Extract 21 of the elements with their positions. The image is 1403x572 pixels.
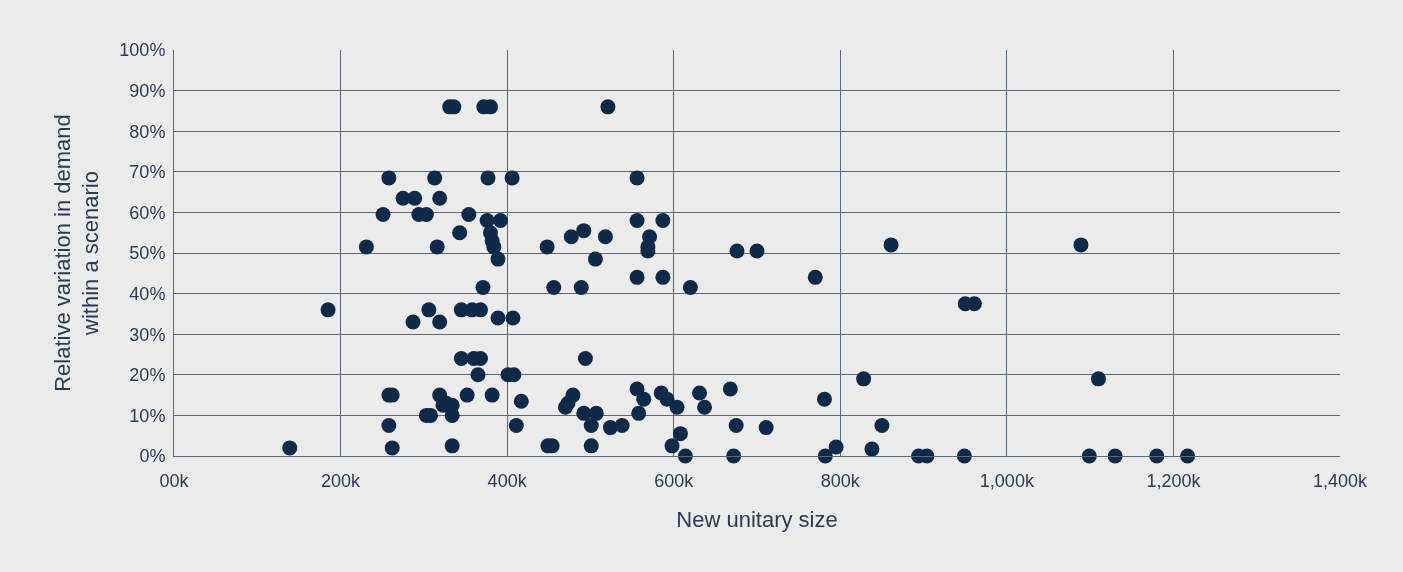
y-axis-title: Relative variation in demand within a scenario — [49, 114, 104, 392]
y-tick-label: 10% — [129, 405, 166, 426]
y-tick-label: 70% — [129, 162, 166, 183]
y-tick-label: 50% — [129, 243, 166, 264]
x-tick-label: 400k — [487, 470, 528, 491]
y-tick-label: 40% — [129, 283, 166, 304]
y-tick-label: 90% — [129, 80, 166, 101]
y-tick-label: 20% — [129, 365, 166, 386]
x-tick-label: 1,200k — [1146, 470, 1202, 491]
y-tick-label: 80% — [129, 121, 166, 142]
x-tick-label: 00k — [159, 470, 190, 491]
x-tick-label: 1,000k — [979, 470, 1035, 491]
x-axis-title: New unitary size — [676, 507, 838, 533]
x-tick-label: 1,400k — [1312, 470, 1369, 491]
y-tick-label: 30% — [129, 324, 166, 345]
y-tick-label: 100% — [119, 40, 166, 61]
x-tick-label: 600k — [654, 470, 695, 491]
x-tick-label: 200k — [321, 470, 362, 491]
y-tick-label: 60% — [129, 202, 166, 223]
x-tick-label: 800k — [820, 470, 861, 491]
y-tick-label: 0% — [139, 446, 166, 467]
